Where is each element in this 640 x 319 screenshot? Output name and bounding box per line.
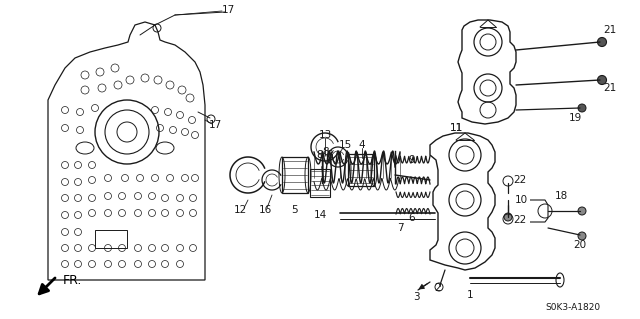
Text: 12: 12 [234, 205, 246, 215]
Text: 22: 22 [513, 175, 526, 185]
Text: 10: 10 [515, 195, 528, 205]
Text: 22: 22 [513, 215, 526, 225]
Text: 11: 11 [449, 123, 463, 133]
Text: 3: 3 [413, 292, 419, 302]
Bar [95, 230, 127, 248]
Text: 20: 20 [573, 240, 587, 250]
Circle shape [504, 213, 512, 221]
Text: 13: 13 [318, 130, 332, 140]
Bar [310, 169, 330, 197]
Text: 8: 8 [317, 150, 323, 160]
Bar [348, 154, 374, 186]
Text: 19: 19 [568, 113, 582, 123]
Text: S0K3-A1820: S0K3-A1820 [545, 303, 600, 313]
Text: 21: 21 [604, 25, 616, 35]
Text: 8: 8 [323, 147, 330, 157]
Text: 21: 21 [604, 83, 616, 93]
Text: 9: 9 [409, 155, 415, 165]
Circle shape [578, 232, 586, 240]
Text: 5: 5 [291, 205, 298, 215]
Text: 17: 17 [221, 5, 235, 15]
Circle shape [578, 104, 586, 112]
Text: 4: 4 [358, 140, 365, 150]
Text: 7: 7 [397, 223, 403, 233]
Circle shape [578, 207, 586, 215]
Text: 16: 16 [259, 205, 271, 215]
Text: FR.: FR. [63, 273, 83, 286]
Text: 2: 2 [435, 283, 442, 293]
Bar [282, 157, 308, 193]
Text: 14: 14 [314, 210, 326, 220]
Text: 6: 6 [409, 213, 415, 223]
Circle shape [598, 76, 607, 85]
Text: 15: 15 [339, 140, 351, 150]
Text: 18: 18 [555, 191, 568, 201]
Circle shape [598, 38, 607, 47]
Text: 11: 11 [449, 123, 463, 133]
Text: 17: 17 [209, 120, 221, 130]
Text: 1: 1 [467, 290, 474, 300]
Text: 8: 8 [326, 150, 333, 160]
